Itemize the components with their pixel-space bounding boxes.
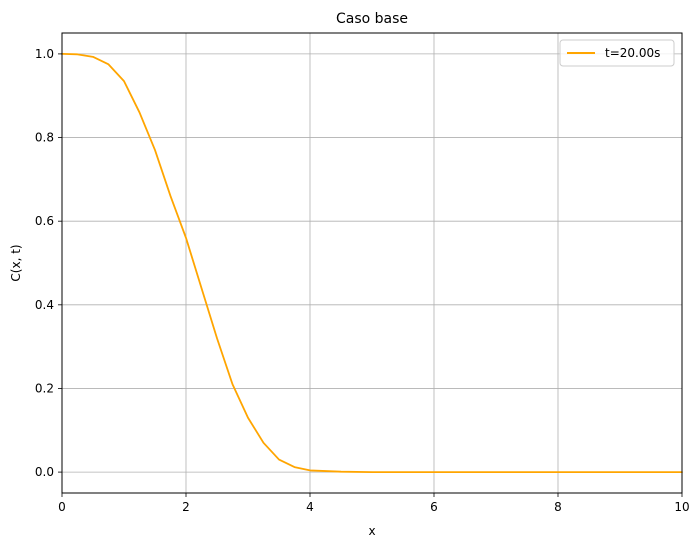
x-tick-label: 8 — [554, 500, 562, 514]
x-tick-label: 4 — [306, 500, 314, 514]
series-layer — [61, 53, 683, 473]
x-axis-label: x — [368, 524, 375, 538]
y-tick-label: 1.0 — [35, 47, 54, 61]
x-tick-label: 10 — [674, 500, 689, 514]
legend: t=20.00s — [559, 39, 675, 67]
plot-frame — [61, 32, 683, 494]
y-tick-label: 0.0 — [35, 465, 54, 479]
x-tick-label: 0 — [58, 500, 66, 514]
ticks: 0 2 4 6 8 10 0.0 0.2 0.4 0.6 0.8 1.0 — [35, 47, 690, 514]
legend-label: t=20.00s — [605, 46, 660, 60]
x-tick-label: 2 — [182, 500, 190, 514]
y-tick-label: 0.8 — [35, 131, 54, 145]
series-line — [61, 53, 683, 473]
chart-title: Caso base — [336, 11, 408, 27]
y-tick-label: 0.6 — [35, 214, 54, 228]
x-tick-label: 6 — [430, 500, 438, 514]
legend-box — [559, 39, 675, 67]
y-axis-label: C(x, t) — [9, 244, 23, 281]
y-tick-label: 0.2 — [35, 381, 54, 395]
y-tick-label: 0.4 — [35, 298, 54, 312]
